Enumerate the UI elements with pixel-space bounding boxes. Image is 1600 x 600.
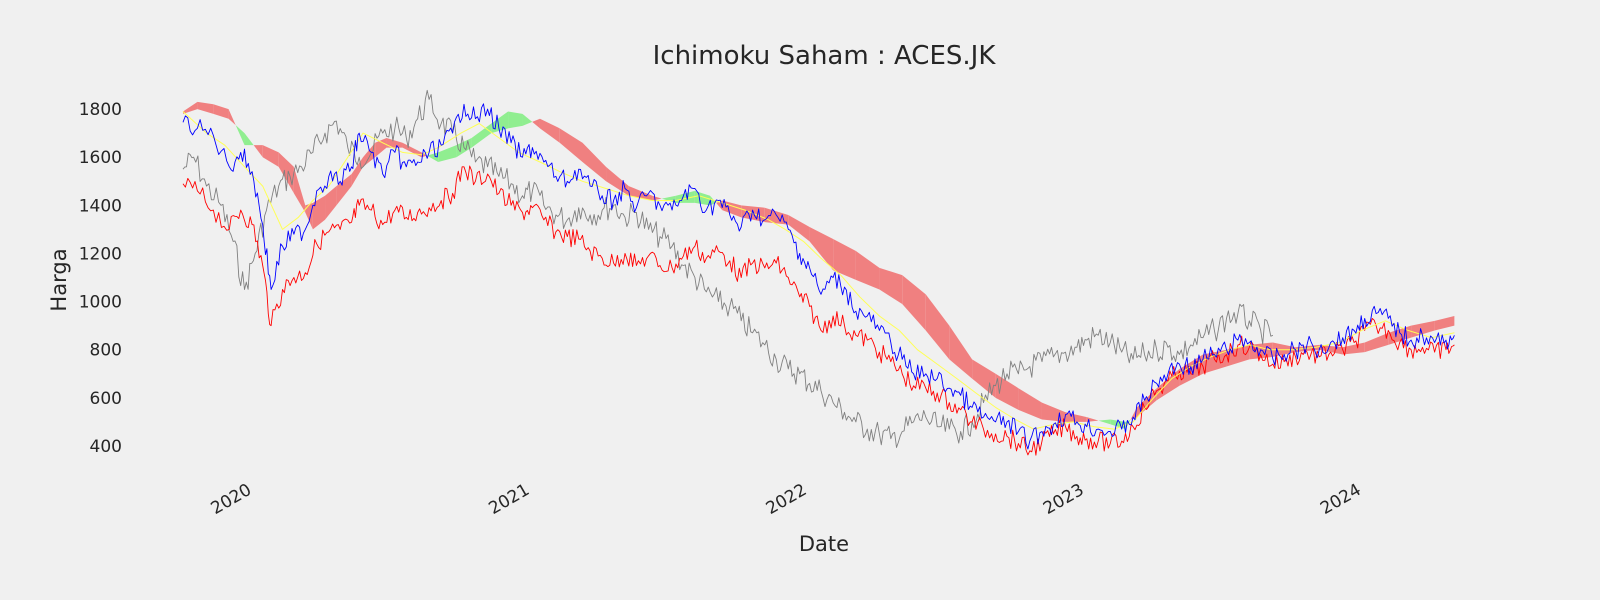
cloud-bearish-segment [972,359,996,398]
y-tick-label: 400 [90,437,122,457]
cloud-bullish-segment [1098,419,1111,425]
x-axis-ticks: 2020 2021 2022 2023 2024 [208,480,1365,519]
cloud-bullish-segment [438,145,457,162]
price-line [182,103,1455,450]
cloud-bearish-segment [879,267,903,304]
cloud-bearish-segment [559,128,583,162]
cloud-bearish-segment [1086,417,1099,422]
y-tick-label: 1800 [79,100,122,120]
x-tick-label: 2021 [486,480,533,519]
cloud-bearish-segment [253,145,263,158]
y-tick-label: 1000 [79,293,122,313]
cloud-bearish-segment [652,195,662,201]
cloud-bearish-segment [325,186,337,220]
cloud-bearish-segment [902,275,926,331]
cloud-bearish-segment [402,142,422,158]
lagging-line [182,89,1274,448]
cloud-bearish-segment [197,101,214,114]
baseline-line [182,111,1455,430]
cloud-bearish-segment [1364,332,1389,353]
y-tick-label: 1600 [79,148,122,168]
support-line [182,165,1455,456]
y-axis-label: Harga [47,248,71,311]
cloud-bearish-segment [539,118,560,143]
cloud-bearish-segment [949,325,973,379]
cloud-bullish-segment [508,111,523,129]
y-axis-ticks: 400 600 800 1000 1200 1400 1600 1800 [79,100,122,457]
cloud-bullish-segment [427,152,439,162]
cloud-bullish-segment [244,133,254,146]
cloud-bearish-segment [293,166,306,213]
cloud-bearish-segment [386,137,403,148]
x-tick-label: 2024 [1317,480,1364,519]
cloud-bearish-segment [532,118,540,129]
cloud-bearish-segment [925,294,950,360]
cloud-bearish-segment [1018,388,1042,420]
x-tick-label: 2020 [208,480,255,519]
y-tick-label: 1400 [79,196,122,216]
cloud-bullish-segment [661,195,676,203]
cloud-bullish-segment [235,125,245,146]
x-tick-label: 2022 [763,480,810,519]
cloud-bearish-segment [833,239,856,280]
cloud-bearish-segment [305,202,313,230]
cloud-bearish-segment [362,142,376,167]
cloud-bearish-segment [183,101,198,114]
cloud-bearish-segment [1065,412,1087,422]
x-tick-label: 2023 [1040,480,1087,519]
cloud-bearish-segment [809,226,834,271]
cloud-bullish-segment [522,113,533,126]
cloud-bearish-segment [582,142,607,182]
cloud-bullish-segment [471,123,492,148]
cloud-bearish-segment [312,195,326,230]
indicator-lines [182,89,1455,456]
chart-title: Ichimoku Saham : ACES.JK [653,41,997,71]
x-axis-label: Date [799,532,849,556]
cloud-bearish-segment [1434,316,1455,331]
y-tick-label: 1200 [79,244,122,264]
cloud-bearish-segment [228,109,236,126]
cloud-bearish-segment [788,214,810,242]
cloud-bearish-segment [262,145,279,167]
y-tick-label: 600 [90,389,122,409]
cloud-bearish-segment [213,104,229,119]
cloud-bearish-segment [1041,402,1066,422]
cloud-bearish-segment [855,251,880,290]
y-tick-label: 800 [90,341,122,361]
cloud-bearish-segment [606,166,629,196]
cloud-bearish-segment [1342,342,1365,355]
cloud-bearish-segment [336,174,352,206]
cloud-bearish-segment [375,137,387,158]
cloud-bearish-segment [278,152,294,194]
